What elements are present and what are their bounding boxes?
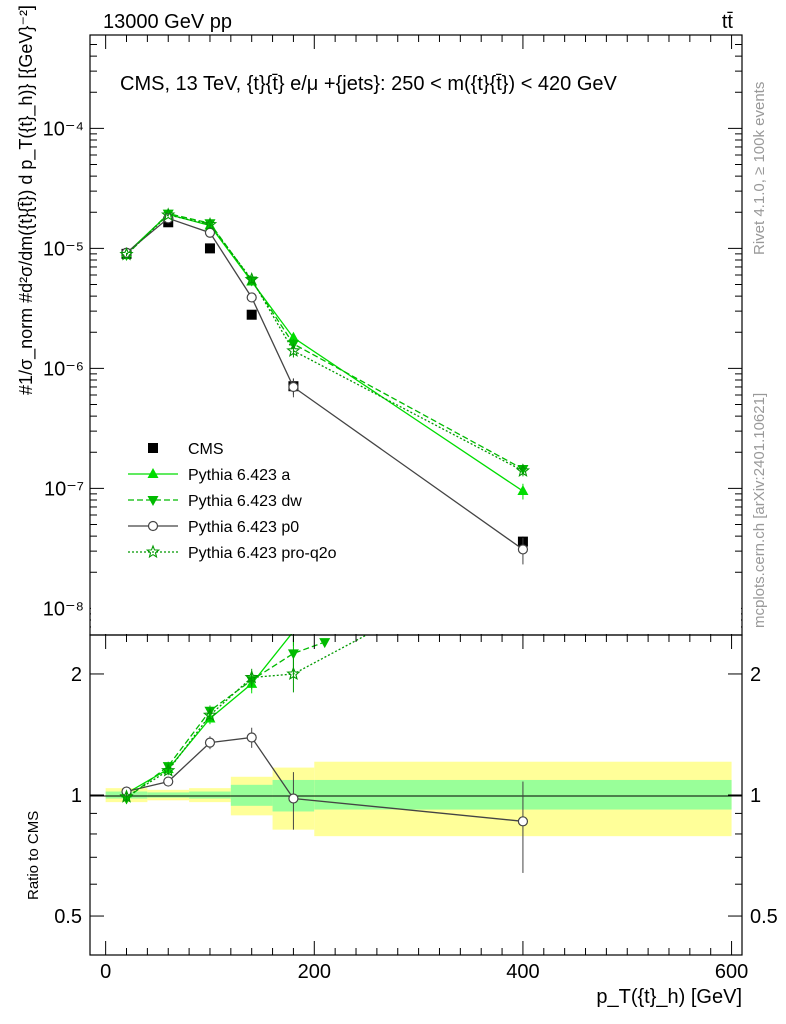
ratio-point-p0 — [517, 816, 529, 827]
ratio-y-tick-label: 1 — [71, 785, 82, 807]
legend-marker-a — [147, 468, 159, 478]
data-point-p0 — [288, 381, 299, 393]
ratio-point-dw — [287, 649, 299, 660]
ratio-point-pro_q2o — [161, 763, 176, 777]
uncertainty-band-inner — [147, 792, 190, 798]
data-point-pro_q2o — [161, 207, 176, 222]
main-y-tick-label: 10⁻⁷ — [44, 478, 84, 500]
legend-marker-p0 — [147, 520, 159, 532]
series-line-dw — [126, 212, 524, 470]
main-title: CMS, 13 TeV, {t}{t̄} e/μ +{jets}: 250 < … — [120, 73, 618, 95]
mcplots-label: mcplots.cern.ch [arXiv:2401.10621] — [751, 393, 768, 628]
series-dw — [121, 209, 529, 476]
rivet-label: Rivet 4.1.0, ≥ 100k events — [751, 82, 768, 255]
ratio-line-p0 — [126, 736, 523, 822]
ratio-y-tick-label: 0.5 — [54, 906, 82, 928]
legend-marker-cms — [148, 443, 158, 453]
ratio-point-pro_q2o — [119, 789, 134, 803]
main-y-tick-label: 10⁻⁸ — [43, 598, 84, 620]
data-point-a — [517, 485, 529, 496]
series-line-p0 — [126, 217, 524, 550]
data-point-pro_q2o — [286, 343, 301, 357]
main-y-tick-label: 10⁻⁴ — [43, 118, 84, 140]
legend: CMS Pythia 6.423 a Pythia 6.423 dw Pythia 6… — [128, 441, 337, 562]
legend-label-a: Pythia 6.423 a — [188, 467, 290, 484]
ratio-y-tick-label-right: 0.5 — [750, 906, 778, 928]
main-panel: 10⁻⁸ 10⁻⁷ 10⁻⁶ 10⁻⁵ 10⁻⁴ CMS, 13 TeV, {t}{t̄… — [16, 5, 743, 636]
ratio-y-axis-label: Ratio to CMS — [25, 811, 42, 900]
ratio-bands — [105, 761, 732, 837]
ratio-y-tick-label-right: 1 — [750, 785, 761, 807]
ratio-point-p0 — [163, 776, 174, 787]
ratio-line-dw — [126, 641, 325, 800]
main-marks — [119, 207, 531, 565]
legend-marker-pro_q2o — [145, 544, 161, 559]
x-tick-label: 0 — [100, 961, 111, 983]
data-point-cms — [246, 309, 257, 320]
main-y-tick-label: 10⁻⁶ — [43, 358, 84, 380]
data-point-pro_q2o — [515, 463, 531, 477]
ratio-ticks: 0.5 0.5 1 1 2 2 0 200 400 600 — [54, 635, 778, 983]
main-y-tick-label: 10⁻⁵ — [43, 238, 84, 260]
uncertainty-band-inner — [230, 784, 273, 806]
series-line-a — [126, 213, 524, 492]
ratio-series-p0 — [121, 727, 529, 873]
ratio-panel: 0.5 0.5 1 1 2 2 0 200 400 600 Ratio to CMS p_T({t… — [25, 595, 778, 1008]
data-point-cms — [204, 243, 215, 254]
ratio-point-p0 — [246, 732, 257, 743]
legend-label-dw: Pythia 6.423 dw — [188, 493, 302, 510]
main-y-ticks: 10⁻⁸ 10⁻⁷ 10⁻⁶ 10⁻⁵ 10⁻⁴ — [43, 35, 742, 636]
header-right: tt̄ — [722, 11, 734, 33]
series-pro_q2o — [119, 207, 531, 477]
data-point-p0 — [517, 544, 529, 555]
uncertainty-band-inner — [189, 791, 231, 799]
data-point-pro_q2o — [202, 217, 218, 231]
legend-label-p0: Pythia 6.423 p0 — [188, 519, 299, 536]
series-a — [121, 208, 529, 500]
data-point-p0 — [204, 227, 216, 238]
x-tick-label: 200 — [298, 961, 331, 983]
ratio-point-p0 — [288, 793, 299, 804]
series-cms — [121, 217, 528, 548]
data-point-pro_q2o — [244, 271, 259, 286]
ratio-overflow-mask — [91, 595, 741, 634]
legend-label-cms: CMS — [188, 441, 224, 458]
ratio-point-pro_q2o — [202, 707, 218, 722]
ratio-line-pro_q2o — [126, 634, 367, 798]
data-point-p0 — [246, 292, 257, 303]
legend-label-pro_q2o: Pythia 6.423 pro-q2o — [188, 545, 337, 562]
series-p0 — [121, 213, 529, 565]
ratio-point-pro_q2o — [244, 669, 259, 684]
legend-marker-dw — [147, 496, 159, 506]
ratio-series-pro_q2o — [119, 634, 367, 803]
series-line-pro_q2o — [126, 214, 524, 472]
ratio-marks — [119, 631, 529, 873]
ratio-y-tick-label-right: 2 — [750, 664, 761, 686]
ratio-y-tick-label: 2 — [71, 664, 82, 686]
x-tick-label: 400 — [506, 961, 539, 983]
ratio-point-dw — [319, 638, 331, 649]
header-left: 13000 GeV pp — [103, 11, 232, 33]
main-y-axis-label: #1/σ_norm #d²σ/dm({t}{t̄}) d p_T({t}_h)}… — [16, 5, 37, 395]
data-point-pro_q2o — [119, 247, 134, 261]
ratio-point-p0 — [204, 737, 216, 748]
ratio-point-pro_q2o — [286, 666, 301, 681]
x-axis-label: p_T({t}_h) [GeV] — [596, 986, 742, 1008]
x-tick-label: 600 — [715, 961, 748, 983]
